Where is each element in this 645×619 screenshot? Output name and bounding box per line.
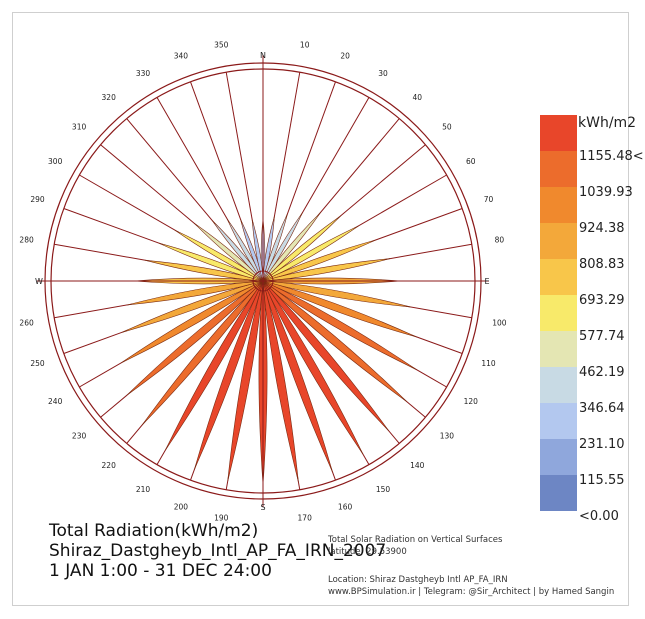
radiation-rose: 10 20 30 40 50 60 70 80 100 110 120 130 140 150 160 170…: [19, 41, 507, 523]
legend-label: 1155.48<: [579, 149, 644, 164]
angle-label-260: 260: [19, 319, 34, 328]
angle-label-70: 70: [484, 195, 494, 204]
legend-label: 115.55: [579, 473, 625, 488]
angle-label-230: 230: [72, 431, 87, 440]
legend-swatch: [540, 367, 577, 403]
note-location: Location: Shiraz Dastgheyb Intl AP_FA_IR…: [328, 575, 508, 585]
angle-label-60: 60: [466, 157, 476, 166]
radiation-petal-280: [144, 259, 264, 282]
radiation-petal-120: [262, 280, 417, 371]
angle-label-350: 350: [214, 41, 229, 50]
angle-label-250: 250: [30, 359, 45, 368]
legend-label: 693.29: [579, 293, 625, 308]
cardinal-s: S: [260, 503, 265, 512]
radiation-petal-80: [262, 258, 391, 282]
angle-label-340: 340: [174, 52, 189, 61]
chart-period: 1 JAN 1:00 - 31 DEC 24:00: [49, 561, 272, 581]
radiation-petal-150: [262, 280, 364, 455]
angle-label-130: 130: [440, 431, 455, 440]
angle-label-200: 200: [174, 503, 189, 512]
legend-label: 577.74: [579, 329, 625, 344]
chart-title: Total Radiation(kWh/m2): [49, 521, 259, 541]
note-credits: www.BPSimulation.ir | Telegram: @Sir_Arc…: [328, 587, 615, 597]
legend-swatch: [540, 331, 577, 367]
angle-label-190: 190: [214, 513, 229, 522]
radiation-petal-260: [126, 280, 264, 306]
legend-label: 924.38: [579, 221, 625, 236]
angle-label-50: 50: [442, 123, 452, 132]
cardinal-w: W: [35, 277, 43, 286]
angle-label-170: 170: [298, 513, 313, 522]
angle-label-320: 320: [102, 93, 117, 102]
angle-label-310: 310: [72, 123, 87, 132]
radiation-petal-230: [126, 280, 264, 396]
angle-label-240: 240: [48, 397, 63, 406]
legend-label: 231.10: [579, 437, 625, 452]
radiation-petal-160: [262, 280, 333, 473]
legend-label: 808.83: [579, 257, 625, 272]
angle-label-150: 150: [376, 485, 391, 494]
angle-label-210: 210: [136, 485, 151, 494]
angle-label-120: 120: [464, 397, 479, 406]
angle-label-160: 160: [338, 503, 353, 512]
legend-swatch: [540, 223, 577, 259]
radiation-petal-170: [262, 280, 299, 482]
radiation-petal-50: [262, 215, 342, 282]
angle-label-290: 290: [30, 195, 45, 204]
angle-label-20: 20: [340, 52, 350, 61]
radiation-petal-300: [174, 229, 264, 282]
angle-label-330: 330: [136, 69, 151, 78]
legend-swatch: [540, 439, 577, 475]
radiation-petal-350: [251, 219, 264, 282]
legend-swatch: [540, 151, 577, 187]
angle-label-100: 100: [492, 319, 507, 328]
chart-frame: 10 20 30 40 50 60 70 80 100 110 120 130 140 150 160 170…: [12, 12, 644, 606]
radiation-petal-290: [158, 242, 264, 282]
angle-label-140: 140: [410, 461, 425, 470]
legend-label: <0.00: [579, 509, 619, 524]
radiation-petal-40: [262, 212, 321, 282]
legend-swatch: [540, 115, 577, 151]
legend-swatch: [540, 187, 577, 223]
angle-label-80: 80: [495, 235, 505, 244]
cardinal-e: E: [484, 277, 489, 286]
legend-unit: kWh/m2: [578, 115, 637, 131]
radiation-petal-140: [262, 280, 390, 432]
legend-swatch: [540, 259, 577, 295]
legend-label: 462.19: [579, 365, 625, 380]
angle-label-280: 280: [19, 235, 34, 244]
cardinal-n: N: [260, 51, 266, 60]
legend-label: 1039.93: [579, 185, 633, 200]
note-latitude: latitude: 29.53900: [328, 547, 407, 557]
note-title: Total Solar Radiation on Vertical Surfac…: [328, 535, 503, 545]
radiation-petal-130: [262, 280, 408, 403]
legend-swatch: [540, 295, 577, 331]
radiation-petal-60: [262, 225, 360, 282]
angle-label-30: 30: [378, 69, 388, 78]
radiation-petal-70: [262, 239, 376, 282]
chart-location: Shiraz_Dastgheyb_Intl_AP_FA_IRN_2007: [49, 541, 387, 561]
radiation-petal-190: [227, 280, 264, 482]
radiation-petal-200: [194, 280, 264, 470]
angle-label-110: 110: [481, 359, 496, 368]
angle-label-220: 220: [102, 461, 117, 470]
legend-swatch: [540, 475, 577, 511]
radiation-petal-100: [262, 280, 412, 308]
radiation-petal-240: [120, 280, 264, 364]
radiation-petal-210: [164, 280, 264, 451]
radiation-petal-250: [121, 280, 264, 333]
legend-label: 346.64: [579, 401, 625, 416]
radiation-petal-220: [141, 280, 264, 426]
radiation-petal-110: [262, 280, 418, 338]
angle-label-10: 10: [300, 41, 310, 50]
angle-label-40: 40: [413, 93, 423, 102]
radiation-petal-310: [194, 223, 264, 282]
angle-label-300: 300: [48, 157, 63, 166]
legend-swatch: [540, 403, 577, 439]
